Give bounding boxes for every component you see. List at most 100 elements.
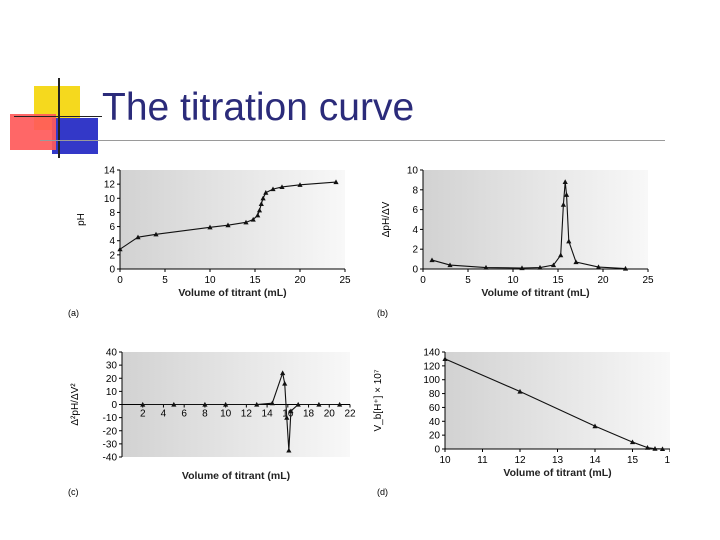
y-tick-label: 0 bbox=[412, 265, 418, 276]
x-tick-label: 15 bbox=[552, 275, 564, 286]
x-tick-label: 10 bbox=[220, 409, 232, 420]
data-point bbox=[447, 262, 453, 268]
y-tick-label: 40 bbox=[106, 348, 118, 359]
y-tick-label: -30 bbox=[103, 439, 118, 450]
data-point bbox=[644, 445, 651, 450]
y-tick-label: 20 bbox=[106, 374, 118, 385]
data-point bbox=[250, 216, 256, 222]
x-axis-label: Volume of titrant (mL) bbox=[182, 470, 290, 482]
data-point bbox=[592, 423, 598, 429]
plot-background bbox=[423, 170, 648, 269]
data-point bbox=[483, 264, 489, 270]
data-point bbox=[225, 222, 231, 228]
x-tick-label: 5 bbox=[465, 275, 471, 286]
data-point bbox=[135, 234, 141, 240]
y-tick-label: 12 bbox=[104, 180, 116, 191]
data-point bbox=[442, 356, 448, 362]
data-point bbox=[519, 265, 525, 271]
data-point bbox=[269, 400, 275, 406]
slide-title: The titration curve bbox=[102, 86, 415, 129]
y-tick-label: 40 bbox=[429, 417, 441, 428]
x-tick-label: 18 bbox=[303, 409, 315, 420]
x-tick-label: 12 bbox=[241, 409, 253, 420]
x-tick-label: 13 bbox=[552, 455, 564, 466]
data-point bbox=[270, 186, 276, 192]
data-point bbox=[140, 401, 146, 407]
y-tick-label: -20 bbox=[103, 426, 118, 437]
panel-label: (a) bbox=[68, 308, 79, 318]
data-point bbox=[282, 380, 288, 386]
data-point bbox=[288, 408, 294, 414]
data-point bbox=[537, 264, 543, 270]
y-tick-label: 60 bbox=[429, 403, 441, 414]
data-point bbox=[558, 252, 564, 258]
deco-horizontal-line bbox=[14, 116, 102, 117]
data-point bbox=[117, 246, 123, 252]
data-point bbox=[295, 401, 301, 407]
y-tick-label: 10 bbox=[407, 166, 419, 177]
x-tick-label: 10 bbox=[507, 275, 519, 286]
plot-background bbox=[120, 170, 345, 269]
x-tick-label: 14 bbox=[262, 409, 274, 420]
data-point bbox=[254, 401, 260, 407]
x-tick-label: 11 bbox=[477, 455, 488, 466]
y-tick-label: 80 bbox=[429, 389, 441, 400]
y-tick-label: 30 bbox=[106, 361, 118, 372]
data-point bbox=[263, 190, 269, 195]
x-axis-label: Volume of titrant (mL) bbox=[481, 287, 589, 299]
y-tick-label: 8 bbox=[109, 208, 115, 219]
x-tick-label: 20 bbox=[597, 275, 609, 286]
x-tick-label: 25 bbox=[339, 275, 351, 286]
x-tick-label: 15 bbox=[627, 455, 639, 466]
chart-panel-a: 0 2 4 6 8 10 12 14 0 5 10 15 20 25 Volume of titrant (… bbox=[68, 166, 351, 319]
chart-panel-d: 0 20 40 60 80 100 120 140 10 11 12 13 14 15 16 Volume o… bbox=[373, 348, 670, 497]
data-point bbox=[629, 439, 636, 445]
y-tick-label: -10 bbox=[103, 413, 118, 424]
data-point bbox=[171, 401, 177, 407]
y-tick-label: 2 bbox=[109, 250, 115, 261]
data-point bbox=[517, 388, 523, 394]
data-point bbox=[243, 219, 249, 225]
y-tick-label: 2 bbox=[412, 245, 418, 256]
x-tick-label: 22 bbox=[344, 409, 356, 420]
title-divider bbox=[40, 140, 665, 141]
x-tick-label: 4 bbox=[161, 409, 167, 420]
deco-red-square bbox=[10, 114, 56, 150]
y-tick-label: 4 bbox=[412, 225, 418, 236]
x-tick-label: 0 bbox=[117, 275, 123, 286]
data-point bbox=[284, 415, 290, 420]
data-point bbox=[622, 265, 629, 271]
series-line bbox=[119, 181, 337, 250]
y-tick-label: 0 bbox=[111, 400, 117, 411]
data-point bbox=[550, 262, 557, 268]
data-point bbox=[429, 257, 435, 263]
y-tick-label: 120 bbox=[423, 361, 440, 372]
x-tick-label: 14 bbox=[589, 455, 601, 466]
y-axis-label: Δ²pH/ΔV² bbox=[70, 383, 81, 426]
data-point bbox=[280, 370, 286, 376]
x-tick-label: 25 bbox=[642, 275, 654, 286]
data-point bbox=[202, 401, 208, 407]
data-point bbox=[207, 224, 213, 230]
x-tick-label: 10 bbox=[204, 275, 216, 286]
x-axis-label: Volume of titrant (mL) bbox=[503, 467, 611, 479]
y-tick-label: 6 bbox=[412, 205, 418, 216]
x-tick-label: 12 bbox=[514, 455, 526, 466]
data-point bbox=[297, 182, 303, 187]
y-tick-label: 140 bbox=[423, 348, 440, 359]
x-tick-label: 5 bbox=[162, 275, 168, 286]
panel-label: (d) bbox=[377, 487, 388, 497]
data-point bbox=[595, 264, 602, 270]
y-tick-label: 0 bbox=[434, 445, 440, 456]
data-point bbox=[652, 446, 658, 451]
x-tick-label: 16 bbox=[282, 409, 294, 420]
y-axis-label: V_b[H⁺] × 10⁷ bbox=[373, 369, 384, 431]
x-tick-label: 0 bbox=[420, 275, 426, 286]
x-tick-label: 2 bbox=[140, 409, 146, 420]
data-point bbox=[260, 195, 266, 201]
chart-panel-c: -40 -30 -20 -10 0 10 20 30 40 2 4 6 8 10 12 14 16 18 20 22 V… bbox=[68, 348, 356, 498]
data-point bbox=[560, 202, 566, 207]
panel-label: (b) bbox=[377, 308, 388, 318]
y-axis-label: ΔpH/ΔV bbox=[381, 201, 392, 237]
y-tick-label: 100 bbox=[423, 375, 440, 386]
